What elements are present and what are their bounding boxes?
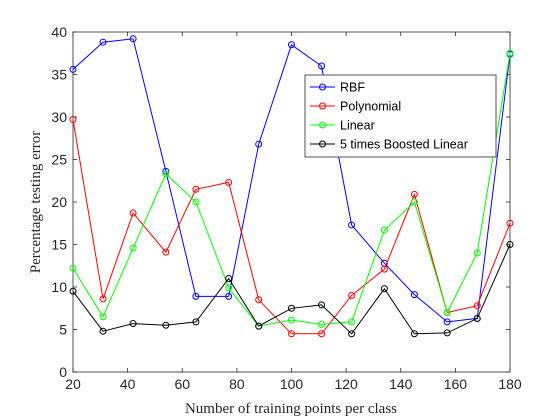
data-point: [380, 265, 388, 273]
data-point: [506, 219, 514, 227]
data-point: [162, 321, 170, 329]
data-point: [318, 330, 326, 338]
data-point: [410, 291, 418, 299]
data-point: [410, 330, 418, 338]
y-tick-label: 15: [51, 237, 67, 253]
series-line: [72, 53, 511, 327]
legend-label: Linear: [340, 119, 375, 133]
data-point: [225, 178, 233, 186]
y-tick-label: 35: [51, 67, 67, 83]
series-line: [72, 119, 511, 335]
data-point: [410, 198, 418, 206]
legend-marker: [319, 102, 326, 110]
data-point: [129, 320, 137, 328]
legend-label: RBF: [340, 81, 365, 95]
data-point: [348, 330, 356, 338]
data-point: [318, 320, 326, 328]
legend: RBF Polynomial Linear 5 times Boosted Linea…: [304, 74, 497, 158]
data-point: [99, 327, 107, 335]
data-point: [225, 284, 233, 292]
data-point: [410, 190, 418, 198]
data-point: [318, 62, 326, 70]
y-tick-label: 20: [51, 194, 67, 210]
y-tick-label: 40: [51, 24, 67, 40]
legend-marker: [319, 83, 326, 91]
data-point: [348, 221, 356, 229]
data-point: [255, 140, 263, 148]
data-point: [473, 249, 481, 257]
data-point: [129, 244, 137, 252]
y-tick-label: 10: [51, 279, 67, 295]
data-point: [99, 313, 107, 321]
series-layer: [69, 35, 514, 338]
data-point: [129, 209, 137, 217]
data-point: [443, 329, 451, 337]
y-tick-label: 0: [59, 364, 67, 380]
x-tick-label: 100: [280, 376, 304, 392]
y-tick-label: 5: [59, 322, 67, 338]
x-tick-label: 20: [65, 376, 81, 392]
y-tick-label: 25: [51, 152, 67, 168]
data-point: [443, 309, 451, 316]
data-point: [99, 38, 107, 46]
x-tick-label: 60: [174, 376, 190, 392]
data-point: [162, 248, 170, 256]
data-point: [348, 292, 356, 299]
legend-marker: [319, 121, 326, 129]
data-point: [318, 301, 326, 309]
legend-label: Polynomial: [340, 100, 401, 114]
data-point: [129, 35, 137, 43]
data-point: [225, 275, 233, 282]
data-point: [225, 292, 233, 300]
x-tick-label: 140: [389, 376, 413, 392]
x-axis-label: Number of training points per class: [185, 401, 397, 417]
data-point: [288, 316, 295, 324]
data-point: [506, 49, 514, 57]
data-point: [69, 287, 77, 295]
data-point: [473, 302, 481, 310]
axis-ticks: 20 40 60 80 100 120 140 160 180 0 5 10 15 20 25 30 35 40: [51, 24, 521, 392]
legend-marker: [319, 140, 326, 148]
data-point: [69, 65, 77, 73]
data-point: [192, 198, 200, 206]
data-point: [99, 295, 107, 303]
data-point: [255, 322, 263, 330]
data-point: [69, 116, 77, 124]
data-point: [288, 330, 295, 338]
data-point: [162, 170, 170, 178]
data-point: [506, 241, 514, 248]
data-point: [192, 318, 200, 326]
data-point: [380, 285, 388, 293]
data-point: [69, 264, 77, 272]
x-tick-label: 180: [498, 376, 522, 392]
y-tick-label: 30: [51, 109, 67, 125]
legend-label: 5 times Boosted Linear: [340, 138, 468, 152]
series-line: [72, 244, 511, 335]
data-point: [348, 318, 356, 326]
y-axis-label: Percentage testing error: [28, 131, 44, 273]
x-tick-label: 40: [120, 376, 136, 392]
data-point: [288, 304, 295, 312]
data-point: [473, 314, 481, 322]
data-point: [192, 185, 200, 193]
legend-box: [304, 74, 497, 158]
data-point: [255, 296, 263, 304]
data-point: [443, 318, 451, 326]
data-point: [192, 292, 200, 300]
data-point: [380, 226, 388, 234]
x-tick-label: 120: [334, 376, 358, 392]
x-tick-label: 80: [229, 376, 245, 392]
series-line: [72, 38, 511, 323]
data-point: [288, 41, 295, 49]
x-tick-label: 160: [444, 376, 468, 392]
